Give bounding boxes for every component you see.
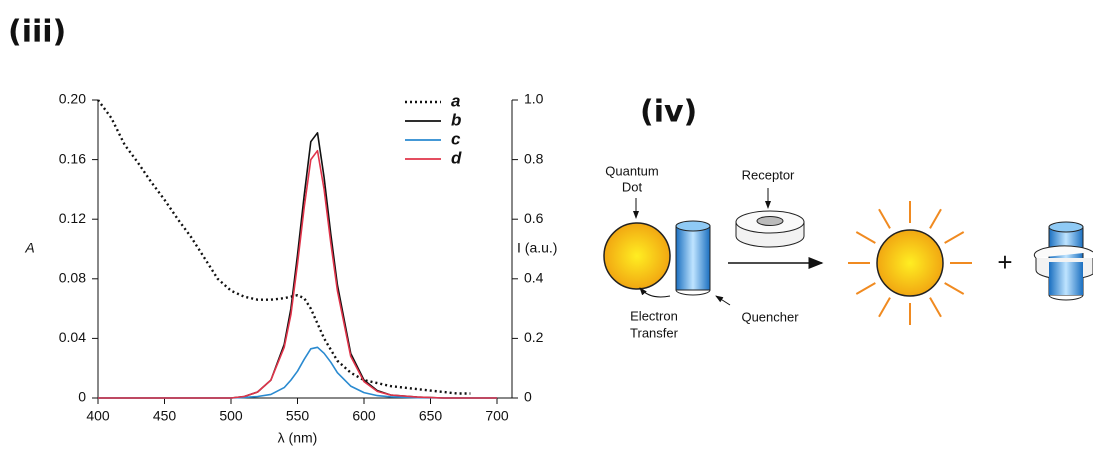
x-tick-label: 400	[86, 408, 110, 424]
pointer	[639, 287, 671, 298]
x-tick-label: 450	[153, 408, 177, 424]
legend-label: d	[451, 148, 462, 167]
x-tick-label: 600	[352, 408, 376, 424]
y-tick-label: 0.12	[59, 210, 86, 226]
label: Receptor	[742, 167, 795, 182]
label: Electron	[630, 308, 678, 323]
label: Quencher	[741, 309, 799, 324]
x-tick-label: 650	[419, 408, 443, 424]
chart: 0 0.04 0.08 0.12 0.16 0.20 0 0.2 0.4 0.6 0.8 1.0 400…	[24, 91, 557, 446]
legend-label: a	[451, 91, 460, 110]
label: Transfer	[630, 325, 679, 340]
x-tick-label: 700	[485, 408, 509, 424]
y2-tick-label: 0.8	[524, 150, 544, 166]
label: Quantum	[605, 163, 658, 178]
x-tick-label: 500	[219, 408, 243, 424]
y-tick-label: 0	[78, 389, 86, 405]
plus: +	[997, 247, 1012, 277]
series-line	[98, 149, 497, 399]
y2-tick-label: 0.4	[524, 270, 544, 286]
y-tick-label: 0.08	[59, 270, 86, 286]
panel-label: (iv)	[640, 95, 697, 130]
quencher-shape	[675, 220, 711, 296]
quantum-dot	[603, 222, 671, 290]
quantum-dot	[876, 229, 944, 297]
y-axis-label: A	[24, 240, 34, 256]
legend-label: b	[451, 110, 461, 129]
y2-tick-label: 0	[524, 389, 532, 405]
y2-tick-label: 0.2	[524, 329, 544, 345]
diagram: (iv) Quantum Dot Electron Transfer Quenc…	[603, 95, 1093, 340]
rays	[848, 201, 972, 325]
x-tick-label: 550	[286, 408, 310, 424]
label: Dot	[622, 179, 643, 194]
receptor-shape	[735, 210, 805, 248]
complex	[1033, 221, 1093, 301]
y2-tick-label: 0.6	[524, 210, 544, 226]
series-line	[97, 99, 471, 395]
y-tick-label: 0.16	[59, 150, 86, 166]
y2-tick-label: 1.0	[524, 91, 544, 107]
panel-label: (iii)	[8, 15, 66, 50]
pointer	[715, 295, 731, 306]
y-tick-label: 0.04	[59, 329, 86, 345]
y2-axis-label: I (a.u.)	[517, 240, 557, 256]
x-axis-label: λ (nm)	[278, 430, 318, 446]
series-line	[98, 346, 497, 399]
legend-label: c	[451, 129, 461, 148]
y-tick-label: 0.20	[59, 91, 86, 107]
